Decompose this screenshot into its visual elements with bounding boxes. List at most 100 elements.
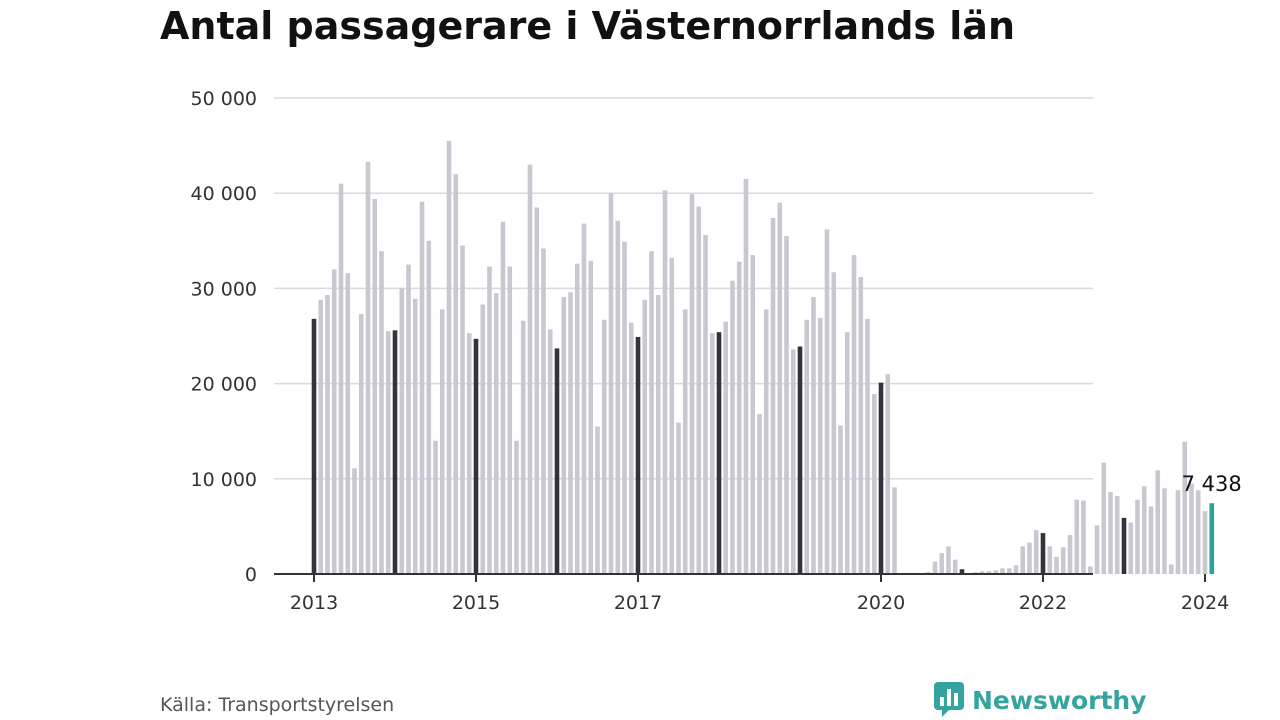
bar (986, 571, 992, 574)
bar (1006, 568, 1012, 574)
bar (561, 296, 567, 574)
x-tick-label: 2015 (452, 592, 500, 614)
bar (865, 318, 870, 574)
data-labels: 7 438 (1182, 472, 1242, 496)
bar (757, 414, 762, 574)
bar (520, 320, 526, 574)
bar (959, 569, 965, 574)
bar (554, 348, 560, 574)
bar (419, 201, 425, 574)
bar (615, 220, 621, 574)
x-tick-label: 2017 (614, 592, 662, 614)
bar (365, 161, 371, 574)
bar (939, 553, 945, 574)
y-tick-label: 40 000 (191, 183, 257, 205)
bar (703, 235, 708, 574)
bar (1027, 542, 1032, 574)
bar (1114, 495, 1120, 574)
bar (730, 280, 735, 574)
bar (358, 314, 364, 574)
source-note: Källa: Transportstyrelsen (160, 694, 395, 716)
bar (1054, 556, 1059, 574)
bar (689, 194, 695, 574)
bar (466, 333, 472, 574)
bar (1141, 486, 1147, 574)
bar (1135, 499, 1140, 574)
bar (493, 293, 499, 574)
bar (1047, 546, 1053, 574)
y-tick-label: 20 000 (191, 374, 257, 396)
bar (1182, 441, 1188, 574)
bar (345, 273, 351, 574)
bar (838, 425, 843, 574)
bar (952, 559, 958, 574)
bar (372, 198, 378, 574)
bar (743, 178, 749, 575)
bar (817, 317, 823, 574)
bar (1128, 522, 1134, 574)
bar (790, 349, 796, 574)
bar (426, 240, 432, 575)
newsworthy-logo-icon (934, 682, 964, 717)
bar (595, 426, 600, 574)
bar (588, 260, 594, 574)
bar (547, 329, 553, 574)
bar (392, 330, 398, 574)
bar (770, 217, 776, 574)
bar (1209, 503, 1215, 574)
bar (1162, 488, 1167, 574)
bar (804, 319, 810, 574)
bar (446, 140, 452, 574)
bar (682, 309, 688, 574)
bar (379, 251, 384, 574)
bars (311, 140, 1215, 575)
bar (635, 336, 641, 574)
bar (1087, 566, 1093, 574)
bar (574, 263, 580, 574)
bar (1040, 533, 1046, 574)
y-tick-label: 0 (245, 564, 257, 586)
bar (1060, 547, 1066, 574)
bar (453, 174, 459, 574)
bar (676, 422, 681, 574)
brand-logo[interactable]: Newsworthy (934, 682, 1147, 717)
bar (1168, 564, 1174, 574)
bar (736, 261, 742, 574)
x-tick-label: 2024 (1181, 592, 1229, 614)
bar (1189, 483, 1194, 574)
bar (331, 269, 337, 574)
bar (534, 207, 540, 575)
bar (642, 299, 648, 574)
bar (1121, 517, 1127, 574)
bar (527, 164, 533, 574)
bar (541, 248, 546, 575)
bar (669, 257, 675, 574)
bar (1195, 490, 1201, 574)
x-tick-label: 2020 (857, 592, 905, 614)
bar (568, 292, 573, 574)
y-tick-label: 30 000 (191, 278, 257, 300)
bar (1067, 534, 1073, 574)
bar (784, 236, 789, 575)
bar (993, 570, 999, 574)
bar (460, 245, 465, 574)
bar (622, 241, 627, 574)
bar (318, 299, 324, 574)
bar (932, 561, 938, 574)
x-tick-label: 2013 (290, 592, 338, 614)
bar (885, 374, 891, 574)
bar (311, 318, 317, 574)
bar (1000, 568, 1005, 574)
bar (871, 394, 877, 574)
bar (487, 266, 492, 574)
bar (649, 251, 654, 574)
bar (1094, 525, 1100, 574)
chart-title: Antal passagerare i Västernorrlands län (160, 4, 1015, 48)
bar (1033, 530, 1039, 574)
bar (514, 440, 519, 574)
bar (581, 223, 587, 574)
bar (608, 193, 614, 574)
bar (439, 309, 445, 574)
bar (1101, 462, 1107, 574)
